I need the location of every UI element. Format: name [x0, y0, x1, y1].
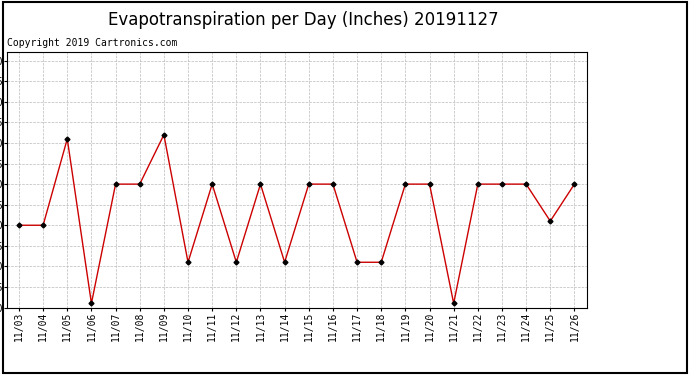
Text: Evapotranspiration per Day (Inches) 20191127: Evapotranspiration per Day (Inches) 2019…: [108, 11, 499, 29]
Text: Copyright 2019 Cartronics.com: Copyright 2019 Cartronics.com: [7, 38, 177, 48]
Text: ET  (Inches): ET (Inches): [508, 10, 582, 20]
